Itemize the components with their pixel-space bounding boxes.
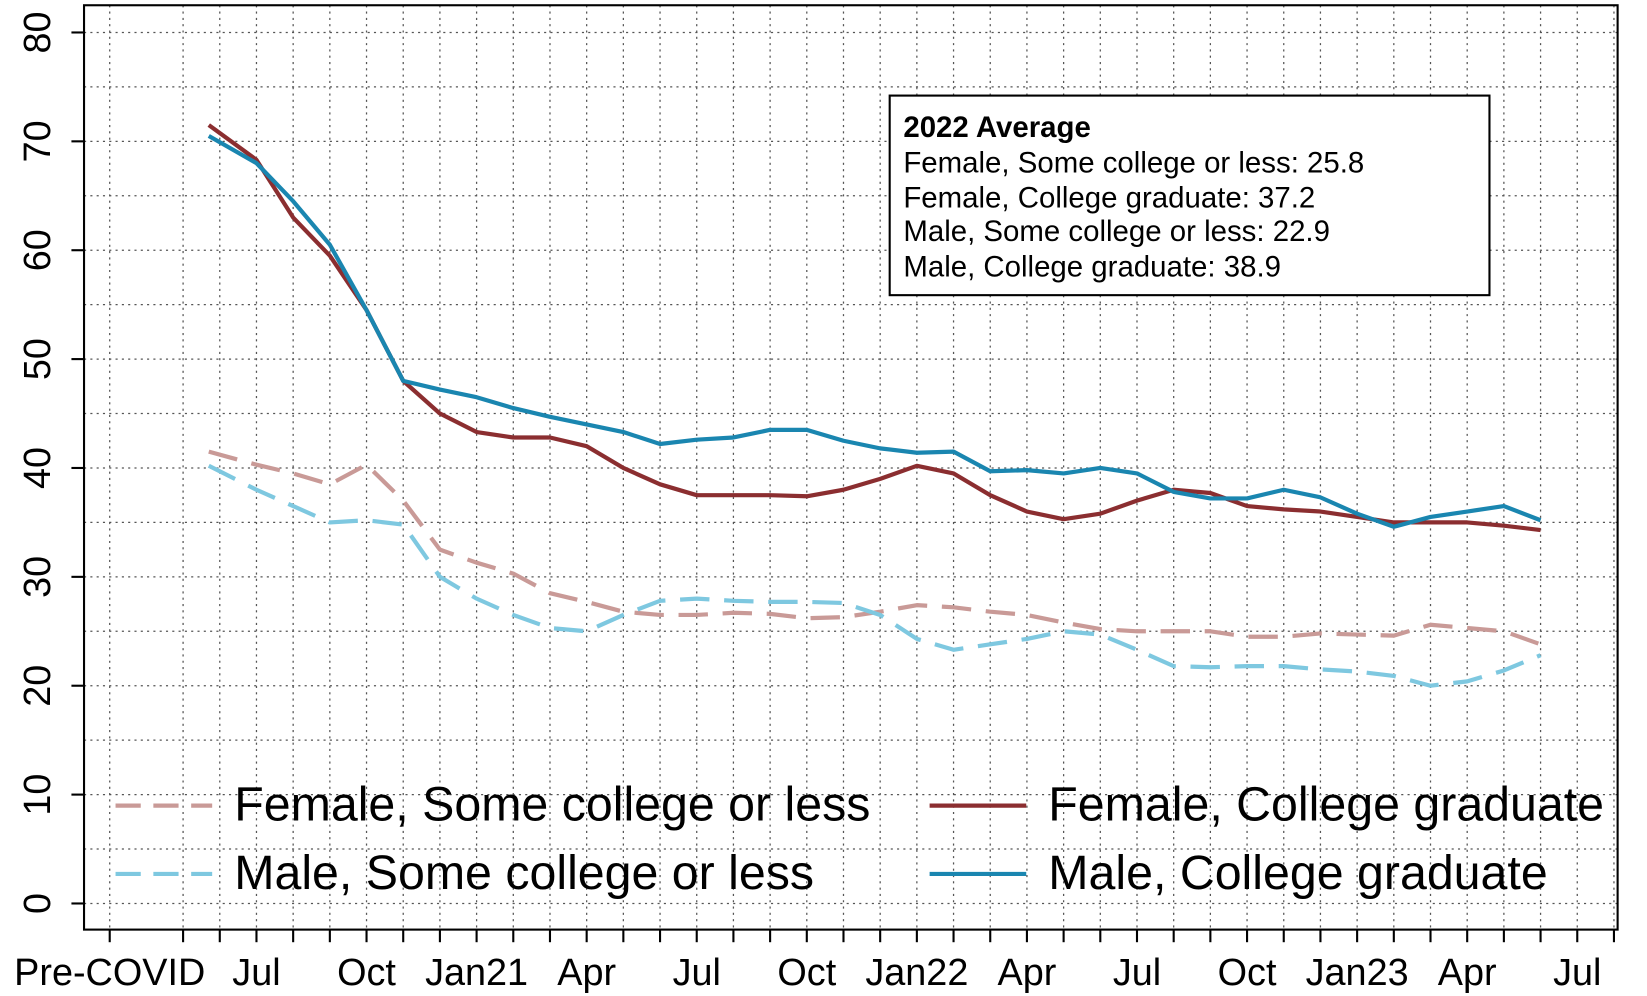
x-tick-label: Pre-COVID (14, 952, 205, 994)
x-tick-label: Jul (673, 952, 721, 994)
legend-label: Male, College graduate (1048, 846, 1547, 900)
y-tick-label: 0 (17, 893, 59, 914)
y-tick-label: 60 (17, 229, 59, 271)
x-tick-label: Jul (1553, 952, 1601, 994)
x-tick-label: Apr (998, 952, 1057, 994)
x-tick-label: Jul (232, 952, 280, 994)
y-tick-label: 70 (17, 120, 59, 162)
x-tick-label: Oct (1218, 952, 1277, 994)
x-tick-label: Jan21 (425, 952, 528, 994)
legend-label: Female, College graduate (1048, 778, 1604, 832)
y-tick-label: 80 (17, 11, 59, 53)
legend-label: Female, Some college or less (234, 778, 870, 832)
y-tick-label: 50 (17, 338, 59, 380)
annotation-line: Female, College graduate: 37.2 (903, 181, 1315, 214)
annotation-title: 2022 Average (903, 111, 1090, 144)
x-tick-label: Jan23 (1306, 952, 1409, 994)
plot-root: 0 10 20 30 40 50 60 70 80 Pre-COVID Jul Oct Jan21 Apr… (14, 4, 1619, 994)
annotation-line: Male, College graduate: 38.9 (903, 251, 1281, 284)
y-tick-label: 20 (17, 665, 59, 707)
series-line (207, 463, 1542, 688)
x-tick-label: Jul (1113, 952, 1161, 994)
x-tick-label: Apr (1438, 952, 1497, 994)
series-line (208, 449, 1542, 647)
legend-label: Male, Some college or less (234, 846, 814, 900)
annotation-line: Female, Some college or less: 25.8 (903, 147, 1364, 180)
y-tick-label: 10 (17, 774, 59, 816)
y-tick-label: 40 (17, 447, 59, 489)
y-tick-label: 30 (17, 556, 59, 598)
x-tick-label: Apr (557, 952, 616, 994)
series-line (207, 134, 1542, 529)
annotation-line: Male, Some college or less: 22.9 (903, 215, 1330, 248)
x-tick-label: Jan22 (865, 952, 968, 994)
annotation-box (888, 94, 1491, 297)
series-line (207, 123, 1541, 533)
x-tick-label: Oct (777, 952, 836, 994)
x-tick-label: Oct (337, 952, 396, 994)
